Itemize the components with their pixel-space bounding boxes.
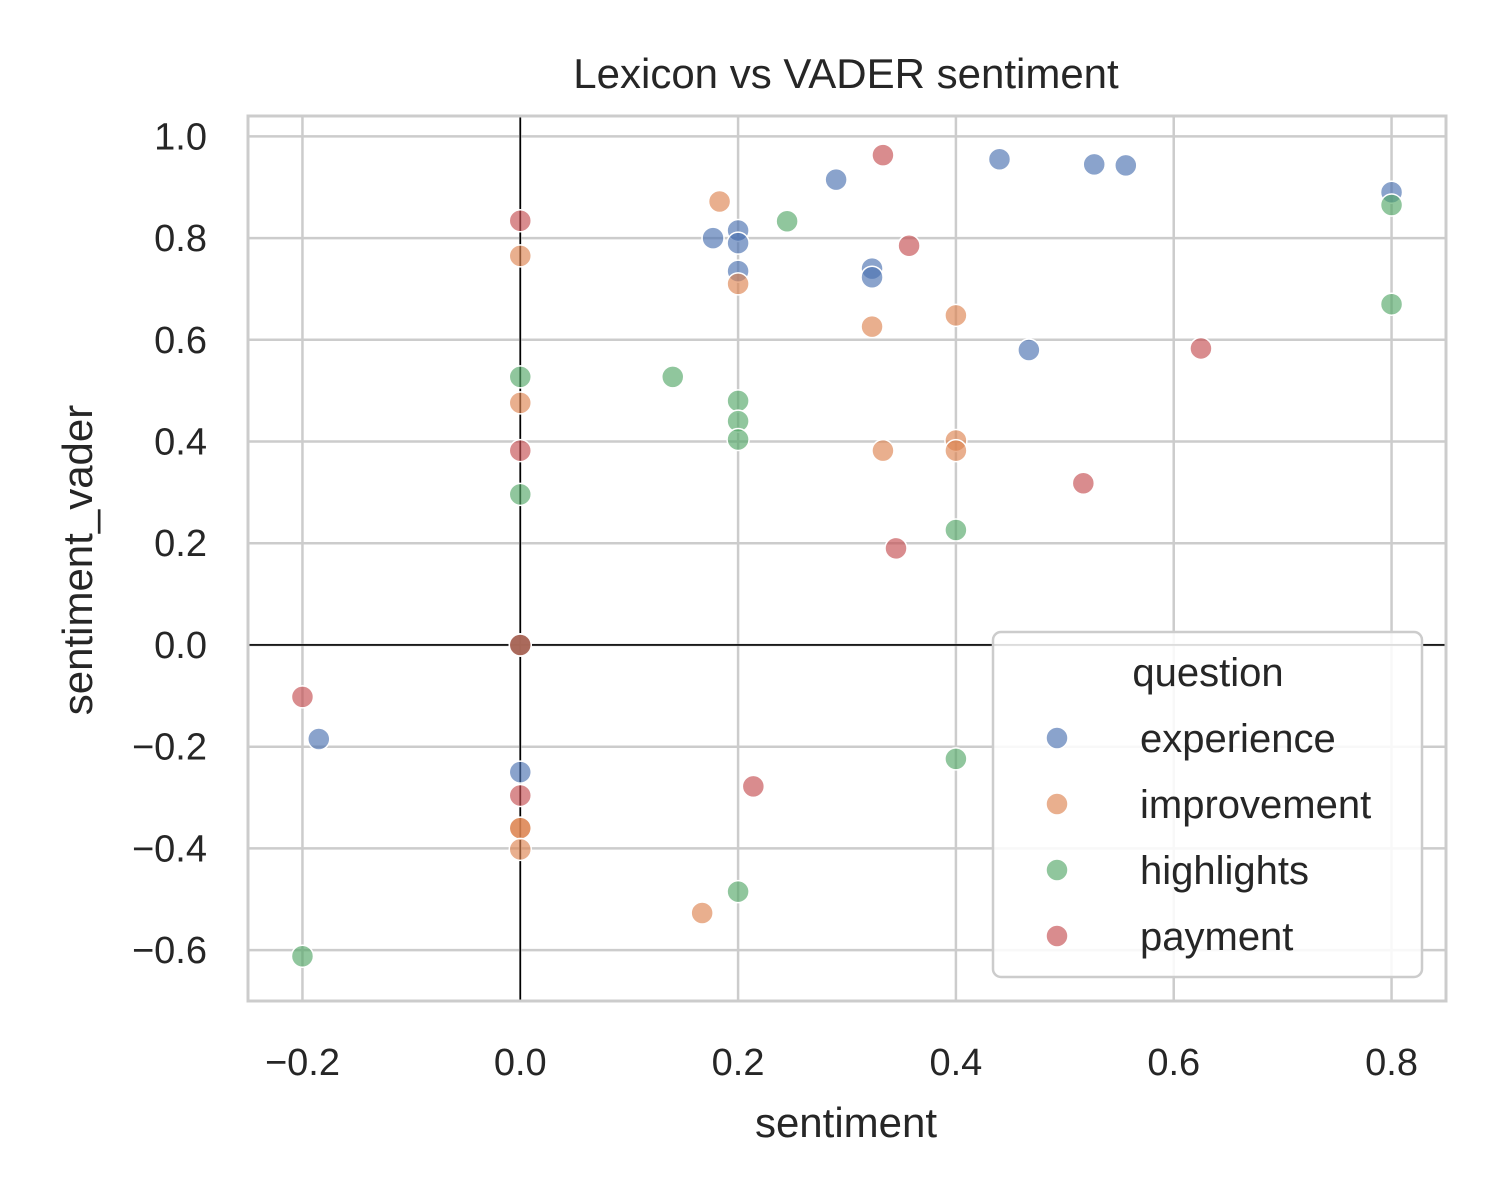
y-tick-label: −0.4 [132, 828, 207, 870]
y-tick-label: 0.8 [154, 218, 207, 260]
point-payment [897, 233, 921, 258]
point-experience [824, 167, 848, 192]
x-tick-label: −0.2 [265, 1042, 340, 1084]
point-payment [884, 536, 908, 561]
point-improvement [508, 244, 533, 268]
point-payment [508, 633, 533, 657]
x-tick-labels: −0.2 0.0 0.2 0.4 0.6 0.8 [265, 1042, 1418, 1084]
point-highlights [944, 518, 968, 542]
grid-lines [248, 116, 1446, 1001]
legend-marker-payment [1045, 924, 1069, 948]
point-payment [741, 774, 766, 799]
x-tick-label: 0.6 [1147, 1042, 1200, 1084]
point-experience [1114, 153, 1138, 178]
chart-title: Lexicon vs VADER sentiment [573, 50, 1119, 97]
x-tick-label: 0.2 [712, 1042, 765, 1084]
y-tick-label: −0.6 [132, 930, 207, 972]
point-improvement [860, 314, 884, 339]
point-improvement [944, 438, 968, 463]
point-experience [1082, 152, 1106, 177]
point-payment [508, 783, 533, 808]
legend-title: question [1132, 651, 1283, 695]
legend-label-improvement: improvement [1140, 783, 1371, 827]
legend: question experience improvement highlights… [991, 630, 1424, 979]
legend-box [991, 630, 1424, 979]
point-highlights [660, 365, 685, 389]
point-improvement [871, 438, 895, 463]
x-tick-label: 0.4 [929, 1042, 982, 1084]
point-highlights [944, 747, 968, 771]
point-highlights [290, 944, 315, 968]
point-highlights [508, 365, 533, 389]
point-payment [508, 438, 533, 463]
point-improvement [707, 189, 732, 214]
y-tick-label: 0.2 [154, 523, 207, 565]
data-points [290, 143, 1404, 968]
y-tick-label: 1.0 [154, 116, 207, 158]
x-tick-label: 0.0 [494, 1042, 547, 1084]
point-improvement [508, 837, 533, 862]
point-payment [871, 143, 895, 167]
point-payment [508, 209, 533, 233]
point-improvement [944, 303, 968, 328]
point-experience [860, 265, 884, 289]
plot-frame [246, 114, 1448, 1003]
legend-label-payment: payment [1140, 915, 1293, 959]
point-highlights [508, 482, 533, 507]
y-tick-label: 0.4 [154, 422, 207, 464]
point-experience [508, 760, 533, 784]
y-tick-label: −0.2 [132, 727, 207, 769]
point-payment [1071, 471, 1096, 495]
point-highlights [726, 879, 750, 904]
point-experience [1017, 338, 1041, 362]
legend-label-experience: experience [1140, 717, 1336, 761]
point-highlights [726, 427, 750, 452]
point-experience [726, 231, 750, 255]
legend-label-highlights: highlights [1140, 849, 1309, 893]
point-improvement [690, 901, 714, 925]
point-highlights [1379, 292, 1404, 316]
point-improvement [508, 816, 533, 840]
legend-marker-experience [1045, 726, 1069, 750]
point-highlights [726, 389, 750, 413]
legend-marker-improvement [1045, 792, 1069, 816]
point-improvement [726, 272, 750, 296]
legend-marker-highlights [1045, 858, 1069, 882]
y-tick-label: 0.6 [154, 320, 207, 362]
point-improvement [508, 391, 533, 415]
point-payment [1189, 336, 1213, 361]
point-payment [290, 685, 315, 709]
y-tick-labels: −0.6 −0.4 −0.2 0.0 0.2 0.4 0.6 0.8 1.0 [132, 116, 207, 972]
x-tick-label: 0.8 [1365, 1042, 1418, 1084]
y-axis-label: sentiment_vader [54, 405, 101, 716]
y-tick-label: 0.0 [154, 625, 207, 667]
x-axis-label: sentiment [755, 1099, 937, 1146]
point-experience [307, 727, 331, 751]
point-experience [701, 226, 725, 250]
legend-entries: experience improvement highlights payment [1045, 717, 1371, 959]
point-highlights [775, 209, 799, 234]
point-experience [987, 147, 1012, 171]
point-highlights [1379, 193, 1404, 217]
